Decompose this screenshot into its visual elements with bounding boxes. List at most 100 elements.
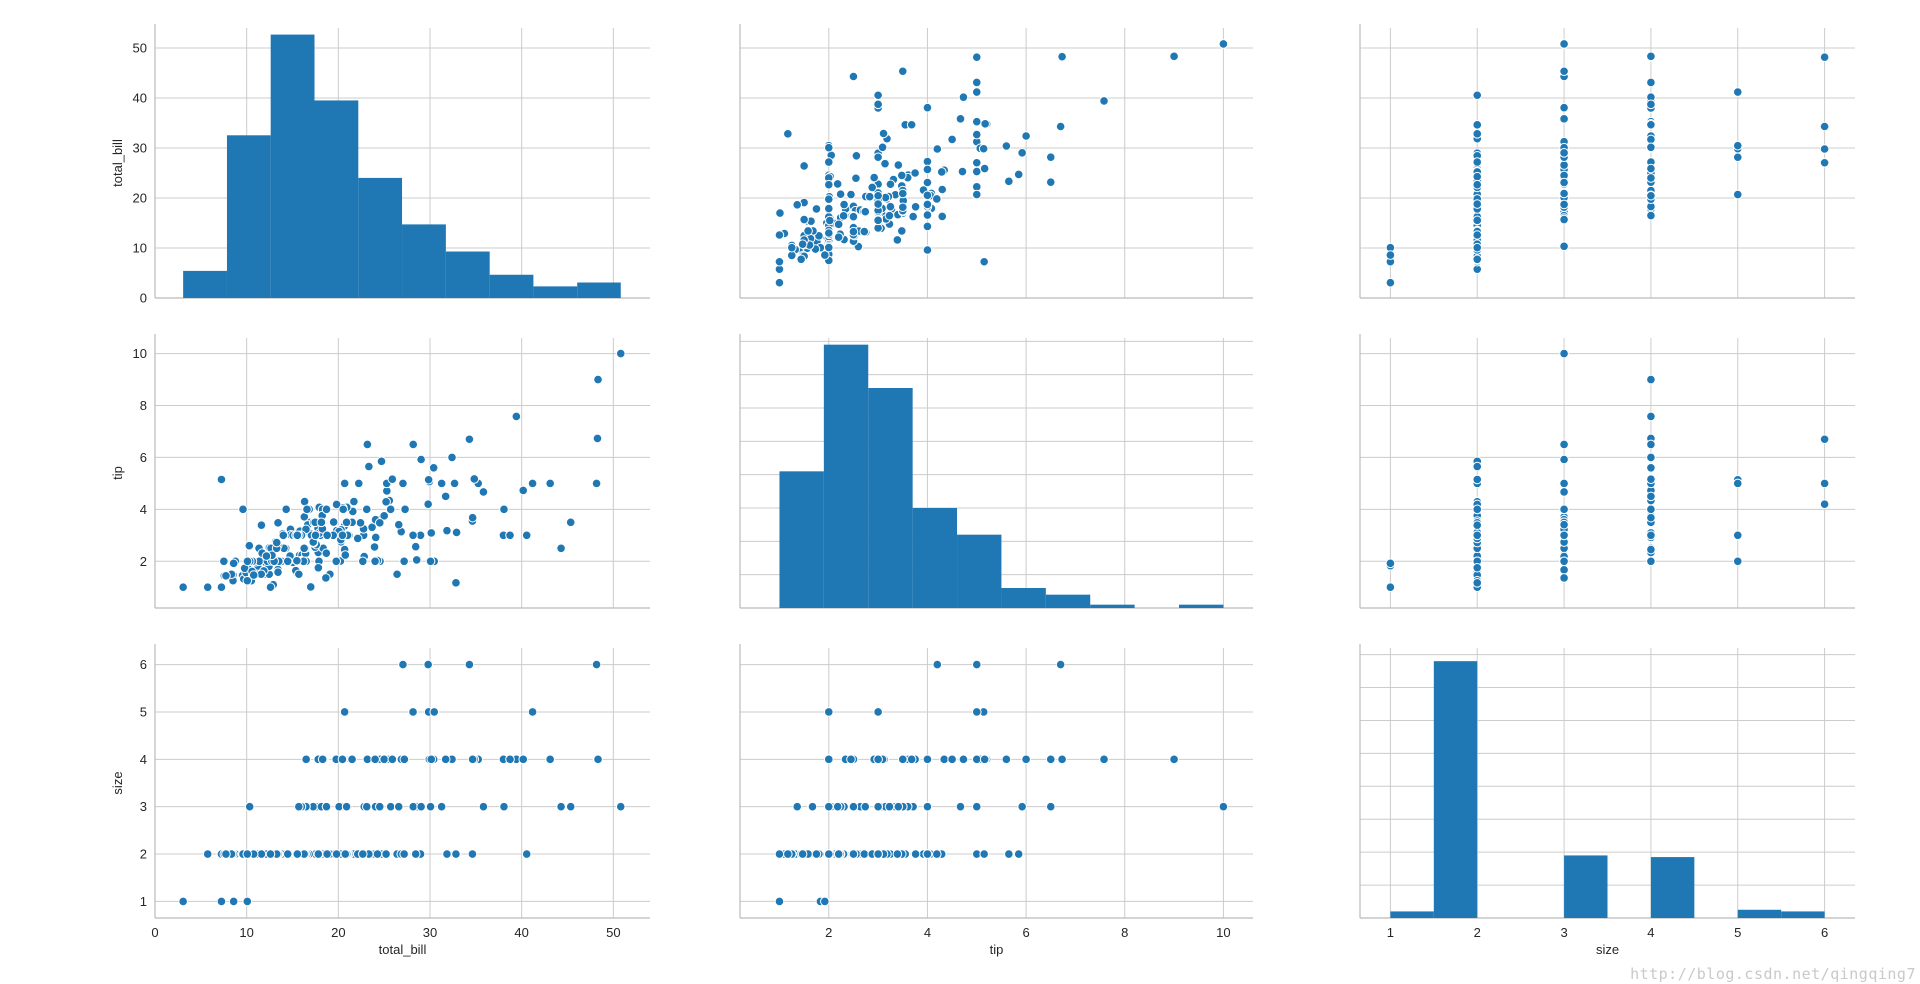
scatter-point xyxy=(341,517,352,528)
scatter-point xyxy=(1472,254,1483,265)
scatter-point xyxy=(393,519,404,530)
y-axis-label: total_bill xyxy=(110,139,125,187)
scatter-point xyxy=(1472,562,1483,573)
scatter-point xyxy=(278,530,289,541)
scatter-point xyxy=(1646,210,1656,221)
scatter-point xyxy=(331,499,342,510)
scatter-point xyxy=(273,567,283,577)
scatter-point xyxy=(1732,87,1743,97)
scatter-point xyxy=(937,211,948,222)
scatter-point xyxy=(1472,157,1483,167)
scatter-point xyxy=(1559,241,1569,252)
scatter-point xyxy=(873,707,883,717)
scatter-point xyxy=(848,849,859,859)
scatter-point xyxy=(939,754,950,765)
scatter-point xyxy=(774,256,785,267)
scatter-point xyxy=(511,411,522,422)
scatter-point xyxy=(1732,140,1743,151)
scatter-point xyxy=(1472,504,1483,515)
scatter-point xyxy=(1385,582,1396,593)
scatter-point xyxy=(408,530,418,541)
scatter-point xyxy=(897,66,908,77)
scatter-point xyxy=(1004,176,1014,187)
scatter-point xyxy=(178,896,188,907)
scatter-point xyxy=(451,578,461,588)
scatter-point xyxy=(1732,478,1743,489)
scatter-point xyxy=(848,801,859,812)
y-tick-label: 4 xyxy=(140,752,147,767)
scatter-point xyxy=(1646,452,1656,463)
scatter-point xyxy=(932,144,943,154)
panel-size-vs-tip: 2 4 6 8 10 tip xyxy=(739,644,1253,957)
scatter-point xyxy=(478,801,489,812)
scatter-point xyxy=(922,164,933,175)
scatter-point xyxy=(885,179,896,190)
scatter-point xyxy=(379,754,389,765)
scatter-point xyxy=(381,497,391,507)
scatter-point xyxy=(370,556,380,567)
scatter-point xyxy=(265,849,276,859)
scatter-point xyxy=(340,849,351,859)
scatter-point xyxy=(1017,148,1027,158)
scatter-point xyxy=(361,801,372,812)
scatter-point xyxy=(216,896,227,907)
scatter-point xyxy=(823,157,834,167)
scatter-point xyxy=(518,754,529,765)
scatter-point xyxy=(1646,163,1656,174)
scatter-point xyxy=(398,478,408,489)
y-tick-label: 4 xyxy=(140,502,147,517)
scatter-point xyxy=(1559,160,1569,170)
scatter-point xyxy=(556,543,566,554)
scatter-point xyxy=(337,530,348,541)
scatter-point xyxy=(408,707,418,717)
scatter-point xyxy=(1646,374,1656,385)
scatter-point xyxy=(1819,121,1830,132)
scatter-point xyxy=(838,211,849,221)
scatter-point xyxy=(385,801,396,812)
scatter-point xyxy=(980,119,990,129)
scatter-point xyxy=(242,849,253,859)
scatter-point xyxy=(1472,578,1483,588)
scatter-point xyxy=(971,659,982,670)
scatter-point xyxy=(1819,478,1830,489)
x-tick-label: 2 xyxy=(1474,925,1481,940)
scatter-point xyxy=(216,582,227,593)
scatter-point xyxy=(1559,530,1569,541)
y-tick-label: 30 xyxy=(133,141,147,156)
scatter-point xyxy=(228,896,239,907)
scatter-point xyxy=(429,707,440,717)
scatter-point xyxy=(908,211,918,222)
scatter-point xyxy=(416,801,426,812)
scatter-point xyxy=(353,478,364,489)
panel-total_bill-vs-size xyxy=(1359,24,1855,299)
scatter-point xyxy=(449,478,460,489)
scatter-point xyxy=(922,156,933,167)
scatter-point xyxy=(1472,129,1483,139)
scatter-point xyxy=(971,52,982,62)
histogram-bar xyxy=(957,534,1002,608)
scatter-point xyxy=(592,433,603,444)
scatter-point xyxy=(873,801,883,812)
y-tick-label: 50 xyxy=(133,41,147,56)
scatter-point xyxy=(347,754,357,765)
scatter-point xyxy=(321,801,332,812)
histogram-bar xyxy=(489,274,534,298)
histogram-bar xyxy=(779,471,824,608)
scatter-point xyxy=(873,90,883,101)
y-axis-label: tip xyxy=(110,466,125,480)
x-tick-label: 4 xyxy=(1647,925,1654,940)
scatter-point xyxy=(1099,754,1109,765)
scatter-point xyxy=(399,849,409,859)
scatter-point xyxy=(349,496,359,507)
histogram-bar xyxy=(445,251,490,298)
scatter-point xyxy=(971,77,982,88)
scatter-point xyxy=(238,504,248,515)
scatter-point xyxy=(426,754,437,765)
scatter-point xyxy=(932,659,943,670)
scatter-point xyxy=(979,163,990,174)
scatter-point xyxy=(499,801,509,812)
scatter-point xyxy=(321,504,332,515)
histogram-bar xyxy=(270,34,315,299)
scatter-point xyxy=(1646,439,1656,450)
